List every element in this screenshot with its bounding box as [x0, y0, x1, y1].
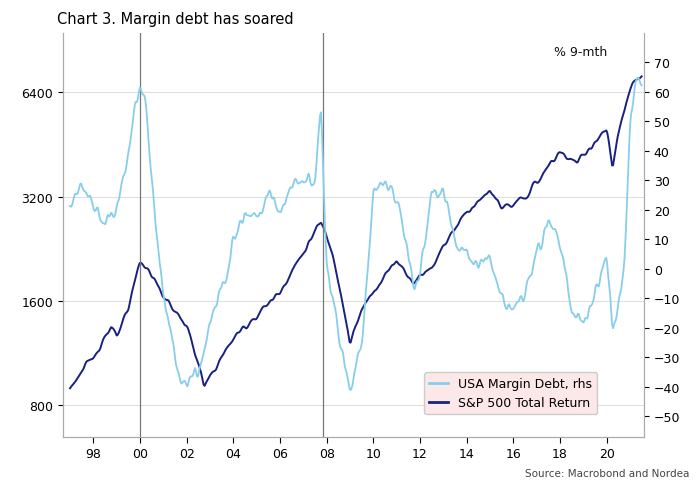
Legend: USA Margin Debt, rhs, S&P 500 Total Return: USA Margin Debt, rhs, S&P 500 Total Retu…	[424, 372, 597, 414]
Text: % 9-mth: % 9-mth	[554, 46, 607, 59]
Text: Chart 3. Margin debt has soared: Chart 3. Margin debt has soared	[57, 12, 294, 27]
Text: Source: Macrobond and Nordea: Source: Macrobond and Nordea	[525, 468, 690, 478]
